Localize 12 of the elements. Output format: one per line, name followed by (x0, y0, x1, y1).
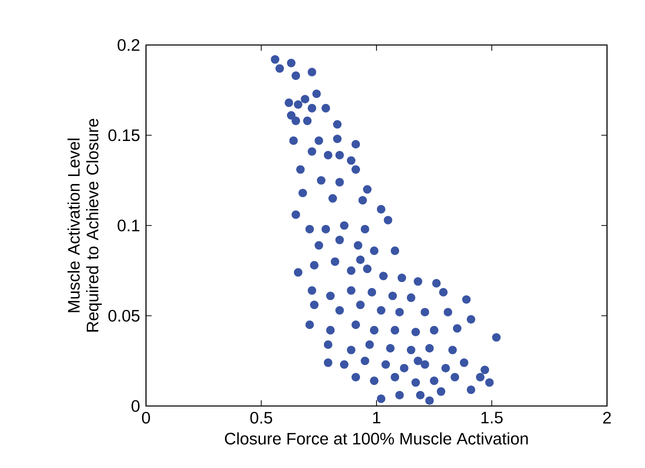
y-tick-label: 0.1 (118, 220, 140, 232)
y-tick-label: 0.05 (108, 310, 140, 322)
y-axis-title: Muscle Activation Level Required to Achieve Closure (67, 118, 102, 332)
x-tick-label: 1 (373, 412, 380, 424)
x-tick-label: 0 (142, 412, 150, 424)
y-tick-label: 0.2 (118, 39, 140, 51)
x-tick-label: 1.5 (481, 412, 503, 424)
y-tick-label: 0.15 (108, 129, 140, 142)
x-axis-title: Closure Force at 100% Muscle Activation (224, 432, 528, 445)
x-tick-label: 2 (603, 412, 611, 424)
y-tick-label: 0 (132, 400, 140, 412)
x-tick-label: 0.5 (250, 412, 272, 424)
